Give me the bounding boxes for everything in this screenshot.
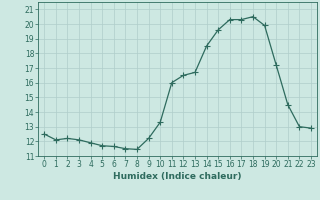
X-axis label: Humidex (Indice chaleur): Humidex (Indice chaleur) <box>113 172 242 181</box>
